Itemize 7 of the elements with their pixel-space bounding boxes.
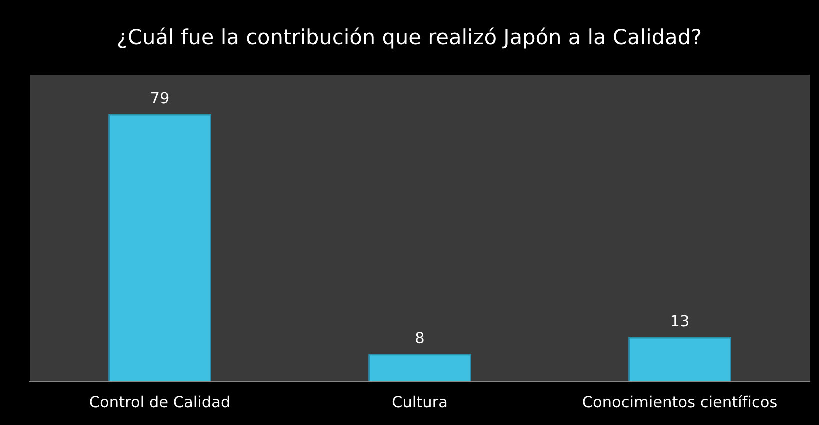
data-label: 79 xyxy=(152,92,169,104)
x-tick-label: Cultura xyxy=(392,396,447,408)
x-tick-label: Control de Calidad xyxy=(90,396,230,408)
chart-title: ¿Cuál fue la contribución que realizó Japón a la Calidad? xyxy=(118,28,701,49)
data-label: 8 xyxy=(416,332,424,344)
x-tick-label: Conocimientos científicos xyxy=(583,395,777,408)
data-label: 13 xyxy=(672,315,688,327)
